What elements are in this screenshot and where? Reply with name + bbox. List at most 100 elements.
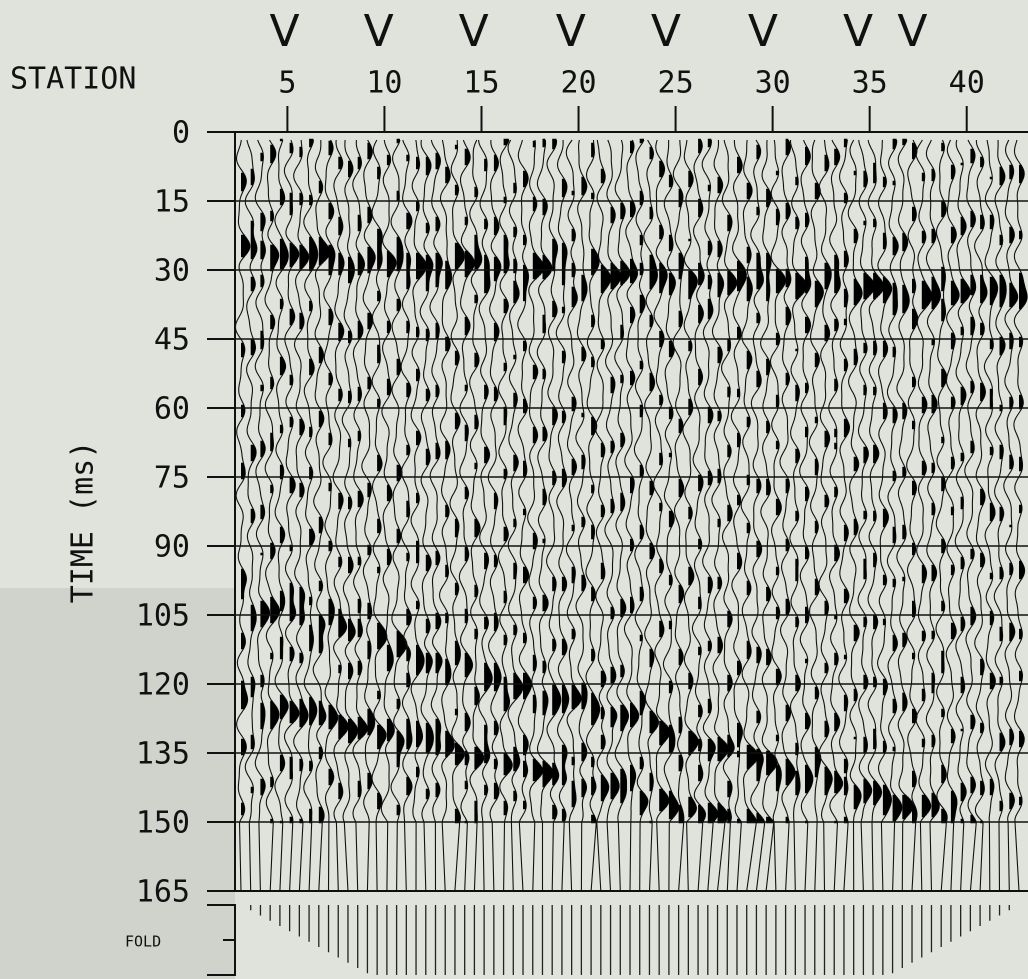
trace-fill [688, 170, 699, 818]
trace-fill [348, 160, 358, 744]
trace-fill [1019, 164, 1028, 806]
y-tick-label: 165 [136, 875, 190, 910]
trace [604, 139, 622, 892]
shot-marker: V [748, 6, 778, 57]
trace-fill [416, 156, 427, 778]
trace-fill [610, 206, 621, 800]
trace-fill [707, 138, 718, 824]
traces [234, 138, 1028, 975]
shot-marker: V [897, 6, 927, 57]
x-tick-label: 25 [658, 66, 694, 101]
trace [565, 139, 582, 892]
trace [867, 139, 885, 892]
trace-fill [853, 170, 863, 810]
trace-fill [289, 142, 299, 824]
y-tick-label: 60 [154, 392, 190, 427]
trace [244, 139, 258, 892]
trace [789, 139, 808, 892]
x-tick-label: 30 [755, 66, 791, 101]
trace-fill [746, 182, 759, 824]
shot-marker: V [364, 6, 394, 57]
trace-fill [367, 142, 376, 790]
trace [478, 139, 493, 892]
trace-fill [931, 168, 941, 818]
shot-marker: V [651, 6, 681, 57]
trace-fill [980, 156, 987, 824]
trace [779, 139, 796, 892]
trace-fill [542, 138, 554, 788]
y-tick-label: 30 [154, 254, 190, 289]
y-tick-label: 120 [136, 668, 190, 703]
trace-fill [950, 164, 959, 824]
x-axis-title: STATION [10, 62, 136, 97]
trace [915, 139, 933, 892]
trace [662, 139, 680, 892]
trace [808, 139, 824, 892]
trace [954, 139, 971, 892]
trace-fill [989, 176, 998, 796]
trace [575, 139, 588, 892]
trace-fill [571, 190, 582, 808]
trace-fill [484, 158, 493, 796]
trace-fill [727, 214, 737, 824]
trace-fill [795, 176, 807, 796]
trace-fill [503, 138, 513, 816]
trace-fill [678, 188, 684, 824]
trace [361, 139, 376, 892]
trace-fill [659, 160, 670, 812]
trace-fill [785, 138, 795, 824]
shot-marker: V [556, 6, 586, 57]
shot-marker: V [459, 6, 489, 57]
trace-fill [698, 138, 706, 824]
trace-fill [639, 138, 648, 816]
trace-fill [260, 152, 270, 796]
x-tick-label: 40 [949, 66, 985, 101]
trace [964, 139, 977, 892]
trace-fill [999, 166, 1007, 812]
trace-fill [561, 178, 569, 822]
trace-fill [766, 188, 778, 824]
trace [769, 139, 787, 892]
trace-fill [1009, 164, 1018, 810]
trace-fill [250, 168, 257, 794]
trace-fill [513, 182, 523, 802]
y-tick-label: 0 [172, 116, 190, 151]
trace-fill [386, 154, 397, 742]
trace [682, 139, 699, 892]
trace-fill [873, 162, 884, 806]
trace-fill [717, 176, 729, 824]
x-tick-label: 10 [366, 66, 402, 101]
trace-fill [814, 182, 824, 778]
trace-fill [970, 148, 977, 824]
trace-fill [941, 142, 948, 824]
trace-fill [668, 174, 679, 820]
trace-fill [960, 162, 971, 824]
trace-fill [805, 146, 813, 824]
y-tick-label: 75 [154, 461, 190, 496]
trace-fill [902, 138, 914, 820]
trace [847, 139, 863, 892]
trace-fill [396, 138, 407, 816]
trace-fill [581, 176, 588, 798]
trace [877, 139, 893, 892]
y-tick-label: 150 [136, 806, 190, 841]
x-tick-label: 15 [463, 66, 499, 101]
trace-fill [338, 156, 349, 800]
x-tick-label: 20 [560, 66, 596, 101]
y-tick-label: 90 [154, 530, 190, 565]
y-tick-label: 135 [136, 737, 190, 772]
trace [449, 139, 465, 892]
trace [439, 139, 455, 892]
fold-bracket [207, 904, 236, 976]
trace [799, 139, 814, 892]
trace-fill [921, 172, 932, 818]
shot-marker: V [843, 6, 873, 57]
trace [419, 139, 434, 892]
trace [1013, 139, 1028, 892]
trace-fill [843, 138, 850, 824]
trace-fill [406, 154, 412, 796]
trace-fill [377, 166, 387, 810]
x-tick-label: 5 [278, 66, 296, 101]
trace-fill [309, 138, 318, 824]
